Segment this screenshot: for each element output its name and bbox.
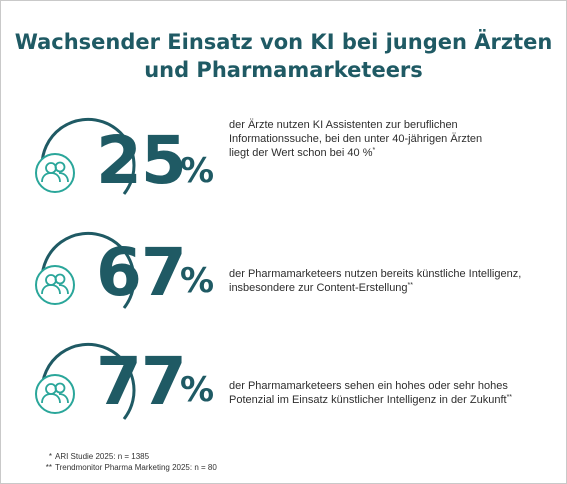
arc-decoration <box>40 231 136 309</box>
footnote-text: ARI Studie 2025: n = 1385 <box>55 452 150 461</box>
desc-line: der Pharmamarketeers nutzen bereits küns… <box>229 268 522 280</box>
people-icon <box>35 153 75 193</box>
stat-block-1: 25 % der Ärzte nutzen KI Assistenten zur… <box>0 108 567 218</box>
desc-line: der Pharmamarketeers sehen ein hohes ode… <box>229 380 508 392</box>
footnote-2: ** Trendmonitor Pharma Marketing 2025: n … <box>40 463 217 473</box>
stat-block-2: 67 % der Pharmamarketeers nutzen bereits… <box>0 222 567 332</box>
stat-percent: % <box>180 151 215 191</box>
title-line-2: und Pharmamarketeers <box>144 58 423 82</box>
footnote-mark: ** <box>45 463 52 472</box>
title-line-1: Wachsender Einsatz von KI bei jungen Ärz… <box>14 30 553 54</box>
desc-line: Informationssuche, bei den unter 40-jähr… <box>229 133 483 145</box>
stat-number: 77 <box>96 343 187 420</box>
desc-line: der Ärzte nutzen KI Assistenten zur beru… <box>229 119 458 131</box>
stat-percent: % <box>180 370 215 410</box>
footnote-mark: * <box>372 147 376 154</box>
stat-number: 25 <box>96 122 187 199</box>
footnote-1: * ARI Studie 2025: n = 1385 <box>40 452 149 462</box>
people-icon <box>35 265 75 305</box>
stat-percent: % <box>180 261 215 301</box>
arc-decoration <box>40 342 136 420</box>
stat-number: 67 <box>96 234 187 311</box>
footnote-mark: * <box>48 452 52 461</box>
stat-description: der Pharmamarketeers nutzen bereits küns… <box>229 267 549 295</box>
desc-line: insbesondere zur Content-Erstellung** <box>229 282 413 294</box>
footnote-mark: ** <box>407 282 413 289</box>
footnote-mark: ** <box>506 394 513 401</box>
desc-line: Potenzial im Einsatz künstlicher Intelli… <box>229 394 513 406</box>
stat-description: der Ärzte nutzen KI Assistenten zur beru… <box>229 118 549 160</box>
stat-block-3: 77 % der Pharmamarketeers sehen ein hohe… <box>0 333 567 443</box>
page-title: Wachsender Einsatz von KI bei jungen Ärz… <box>0 28 567 84</box>
stat-description: der Pharmamarketeers sehen ein hohes ode… <box>229 379 549 407</box>
footnote-text: Trendmonitor Pharma Marketing 2025: n = … <box>55 463 217 472</box>
arc-decoration <box>40 117 136 195</box>
people-icon <box>35 374 75 414</box>
desc-line: liegt der Wert schon bei 40 %* <box>229 147 376 159</box>
